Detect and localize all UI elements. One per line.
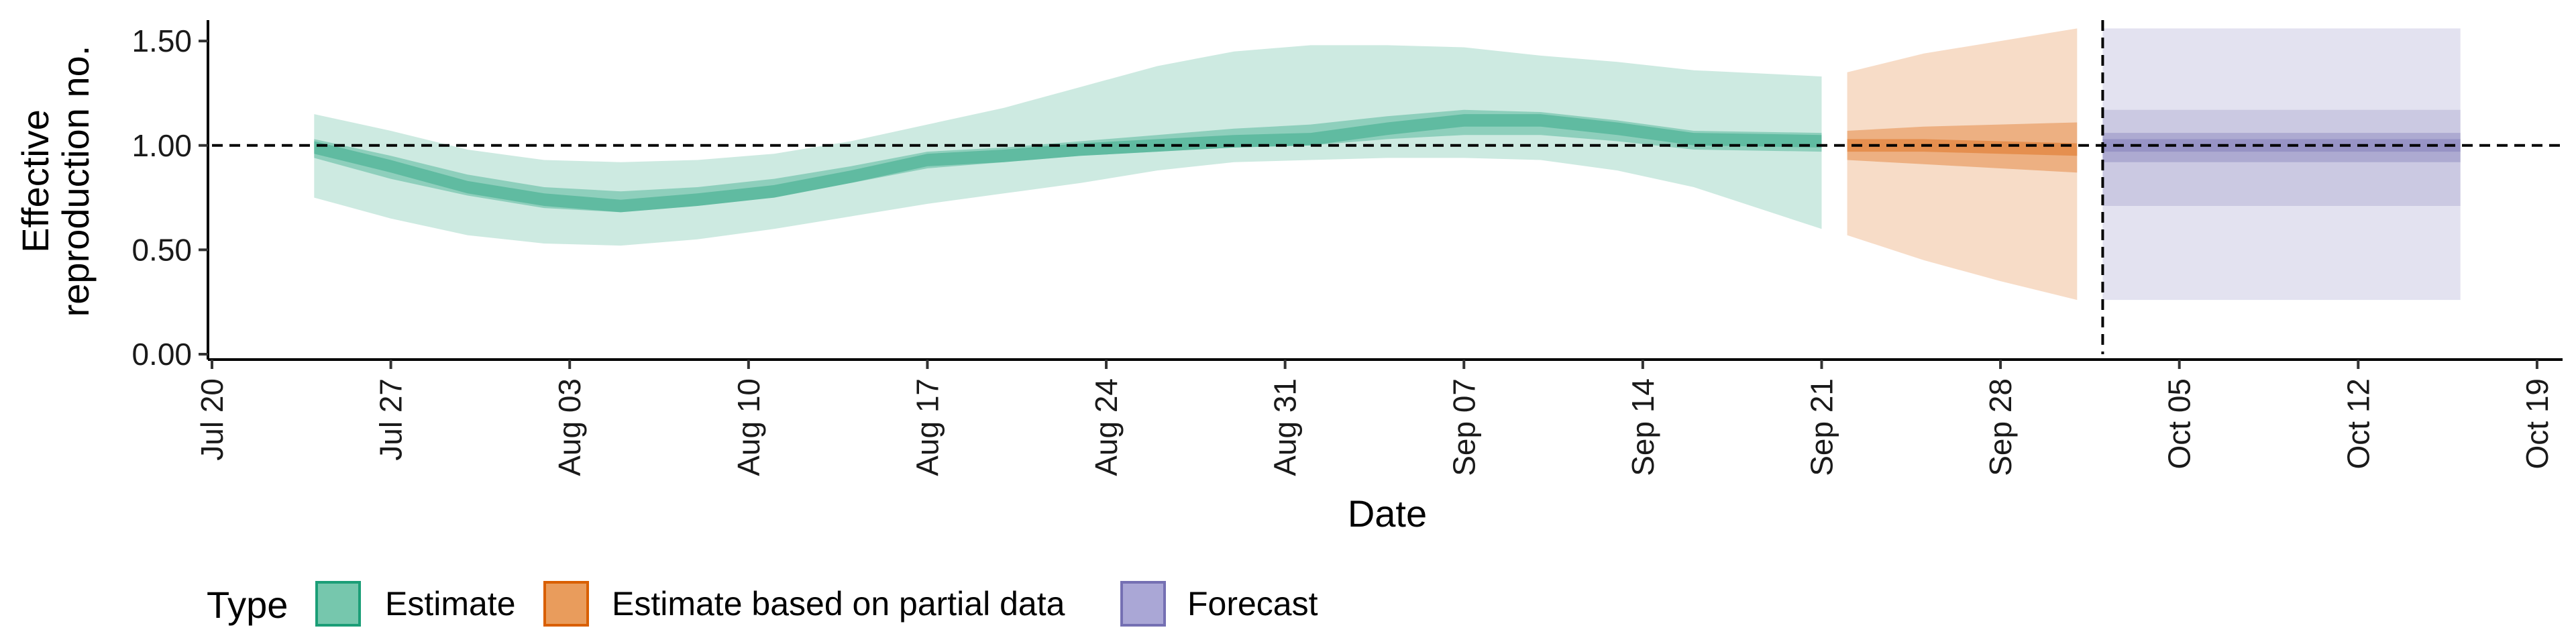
x-tick-label: Sep 28 [1983, 378, 2018, 476]
x-tick-label: Aug 03 [552, 378, 587, 476]
estimate-based-on-partial-data-50-band [1847, 122, 2078, 173]
x-tick-label: Sep 14 [1625, 378, 1660, 476]
forecast-outer-band [2102, 28, 2461, 301]
legend-title: Type [207, 584, 288, 626]
estimate-based-on-partial-data-median-band [1847, 139, 2078, 156]
legend-label-forecast: Forecast [1187, 585, 1318, 623]
y-tick-label: 0.50 [131, 232, 192, 267]
legend-key-estimate [315, 581, 361, 627]
x-axis-title: Date [1348, 492, 1427, 535]
legend: Type Estimate Estimate based on partial … [207, 581, 1318, 627]
x-tick-label: Jul 27 [374, 378, 409, 461]
x-tick-label: Aug 24 [1089, 378, 1124, 476]
estimate-based-on-partial-data-90-band [1847, 28, 2078, 301]
y-tick-label: 1.00 [131, 128, 192, 163]
legend-label-partial: Estimate based on partial data [612, 585, 1065, 623]
x-tick-label: Oct 19 [2520, 378, 2555, 470]
legend-label-estimate: Estimate [385, 585, 516, 623]
legend-key-forecast [1120, 581, 1166, 627]
y-axis-title-line-1: Effective [14, 109, 56, 253]
y-axis-title-line-2: reproduction no. [54, 46, 97, 317]
y-tick-label: 1.50 [131, 23, 192, 58]
estimate-50-band [314, 109, 1822, 213]
x-tick-label: Sep 21 [1804, 378, 1839, 476]
x-tick-label: Oct 12 [2341, 378, 2375, 470]
x-tick-label: Oct 05 [2162, 378, 2197, 470]
x-tick-label: Aug 31 [1268, 378, 1303, 476]
x-tick-label: Jul 20 [195, 378, 229, 461]
x-tick-label: Sep 07 [1446, 378, 1481, 476]
forecast-90-band [2102, 109, 2461, 206]
y-axis-title: Effective reproduction no. [14, 46, 97, 317]
y-tick-label: 0.00 [131, 337, 192, 372]
plot-area: 0.00 0.50 1.00 1.50 Jul 20 Jul 27 Aug 03 Aug 10… [131, 20, 2563, 476]
forecast-median-band [2102, 139, 2461, 152]
x-tick-label: Aug 10 [731, 378, 766, 476]
x-tick-label: Aug 17 [910, 378, 945, 476]
legend-key-partial [543, 581, 589, 627]
forecast-50-band [2102, 133, 2461, 162]
